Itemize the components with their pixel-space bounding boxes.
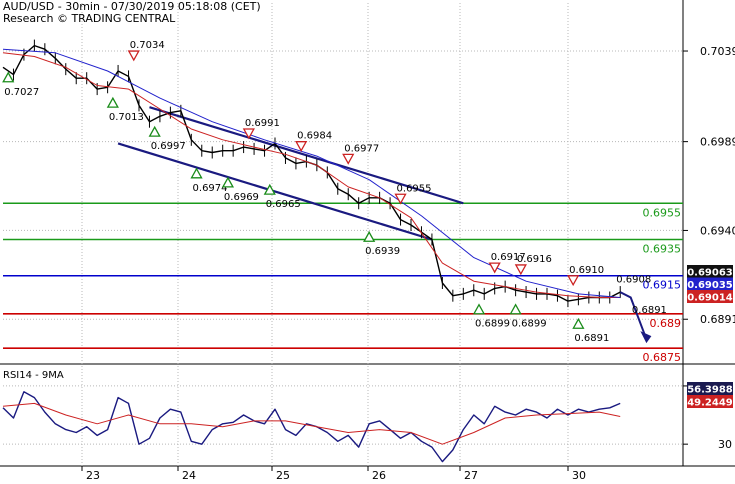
marker-label: 0.6991 (245, 118, 280, 129)
rsi-tag-box (687, 382, 733, 395)
projection-arrowhead (640, 331, 652, 344)
marker-up (263, 183, 276, 195)
rsi-y-tick-label: 30 (718, 438, 732, 451)
level-label: 0.6955 (643, 206, 682, 219)
marker-label: 0.6916 (517, 254, 552, 265)
price-tag-label: 0.69063 (687, 268, 733, 279)
marker-label: 0.6974 (193, 183, 228, 194)
price-tag-box (687, 290, 733, 303)
rsi-tag-label: 56.3988 (687, 385, 733, 396)
marker-label: 0.6984 (297, 131, 332, 142)
marker-up (2, 71, 15, 83)
marker-label: 0.7034 (130, 40, 165, 51)
price-tag-box (687, 277, 733, 291)
y-tick-label: 0.6989 (700, 136, 735, 149)
channel-line-lower (117, 142, 433, 241)
marker-up (572, 317, 585, 329)
marker-up (148, 125, 161, 137)
chart-subtitle: Research © TRADING CENTRAL (3, 12, 176, 25)
marker-label: 0.6891 (574, 333, 609, 344)
marker-label: 0.6899 (512, 319, 547, 330)
y-tick-label: 0.7039 (700, 45, 735, 58)
level-label: 0.6935 (643, 242, 682, 255)
marker-label: 0.6939 (365, 246, 400, 257)
x-tick-label: 30 (572, 469, 586, 480)
rsi-tag-label: 49.2449 (687, 398, 733, 409)
marker-down (488, 262, 501, 274)
marker-label: 0.6997 (151, 141, 186, 152)
marker-label: 0.6908 (616, 274, 651, 285)
level-label: 0.6915 (643, 279, 682, 292)
marker-down (242, 128, 255, 140)
marker-label: 0.6899 (475, 319, 510, 330)
marker-label: 0.6969 (224, 192, 259, 203)
x-tick-label: 27 (464, 469, 478, 480)
marker-up (509, 303, 522, 315)
chart-title: AUD/USD - 30min - 07/30/2019 05:18:08 (C… (3, 0, 261, 13)
series-ma_fast (2, 52, 621, 298)
channel-line-upper (149, 106, 464, 205)
x-tick-label: 25 (276, 469, 290, 480)
rsi-title: RSI14 - 9MA (3, 370, 64, 381)
marker-up (106, 96, 119, 108)
marker-down (127, 50, 140, 62)
marker-up (363, 230, 376, 242)
marker-label: 0.6917 (491, 252, 526, 263)
marker-up (221, 176, 235, 188)
projection-line (619, 291, 648, 340)
marker-down (394, 193, 407, 205)
marker-label: 0.6965 (266, 199, 301, 210)
y-tick-label: 0.6940 (700, 224, 735, 237)
x-tick-label: 23 (86, 469, 100, 480)
x-tick-label: 26 (372, 469, 386, 480)
marker-label: 0.7013 (109, 112, 144, 123)
x-tick-label: 24 (182, 469, 196, 480)
rsi-series-rsi_ma (2, 402, 621, 445)
series-ma_slow (2, 48, 621, 298)
marker-label: 0.6910 (569, 265, 604, 276)
rsi-tag-box (687, 395, 733, 408)
marker-up (472, 303, 486, 315)
marker-down (514, 264, 527, 276)
level-label: 0.689 (650, 317, 682, 330)
marker-up (190, 167, 203, 179)
marker-down (342, 153, 355, 165)
marker-down (567, 275, 580, 287)
level-label: 0.6875 (643, 351, 682, 364)
marker-label: 0.6977 (344, 143, 379, 154)
marker-label: 0.7027 (4, 87, 39, 98)
marker-label: 0.6891 (632, 305, 667, 316)
y-tick-label: 0.6891 (700, 313, 735, 326)
marker-down (295, 141, 308, 153)
marker-label: 0.6955 (397, 183, 432, 194)
price-tag-label: 0.69035 (687, 280, 733, 291)
price-tag-label: 0.69014 (687, 293, 733, 304)
price-tag-box (687, 265, 733, 278)
